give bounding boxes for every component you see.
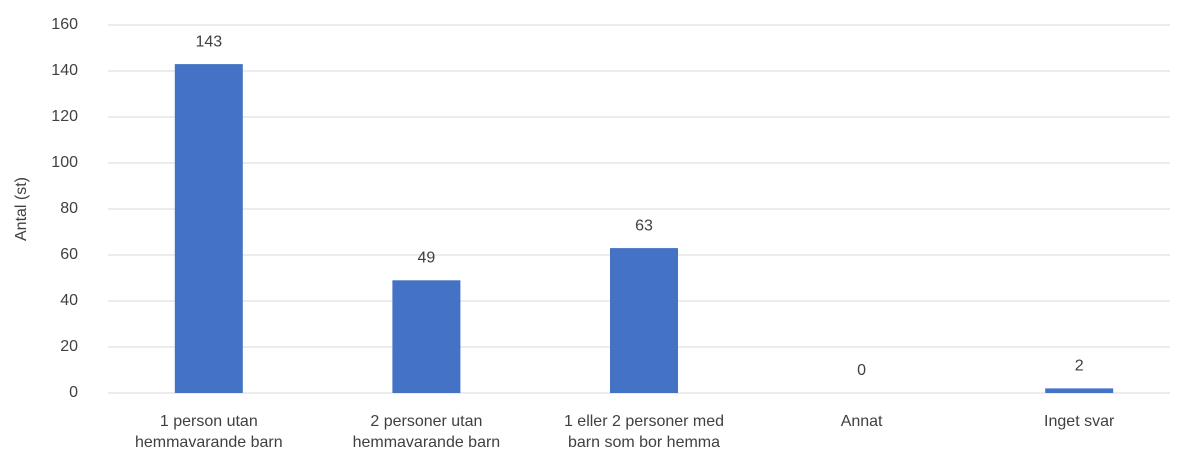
y-tick-label: 160: [51, 16, 78, 33]
y-tick-label: 60: [60, 246, 78, 263]
y-tick-label: 40: [60, 292, 78, 309]
y-tick-label: 80: [60, 200, 78, 217]
data-label: 143: [195, 33, 222, 50]
y-tick-label: 100: [51, 154, 78, 171]
y-tick-label: 20: [60, 338, 78, 355]
data-label: 0: [857, 362, 866, 379]
y-axis-label: Antal (st): [13, 177, 30, 241]
y-tick-label: 0: [69, 384, 78, 401]
x-tick-label: 1 eller 2 personer med barn som bor hemm…: [563, 413, 725, 451]
data-label: 49: [418, 250, 436, 267]
x-tick-label: Annat: [840, 413, 883, 430]
bar: [1045, 388, 1114, 393]
bar: [610, 248, 678, 393]
y-tick-label: 120: [51, 108, 78, 125]
data-label: 63: [635, 217, 653, 234]
y-tick-label: 140: [51, 62, 78, 79]
data-label: 2: [1075, 358, 1084, 375]
bar: [392, 280, 461, 393]
bar: [174, 64, 243, 393]
x-tick-label: 1 person utan hemmavarande barn: [134, 413, 283, 451]
x-tick-label: 2 personer utan hemmavarande barn: [352, 413, 501, 451]
x-tick-label: Inget svar: [1044, 413, 1115, 430]
